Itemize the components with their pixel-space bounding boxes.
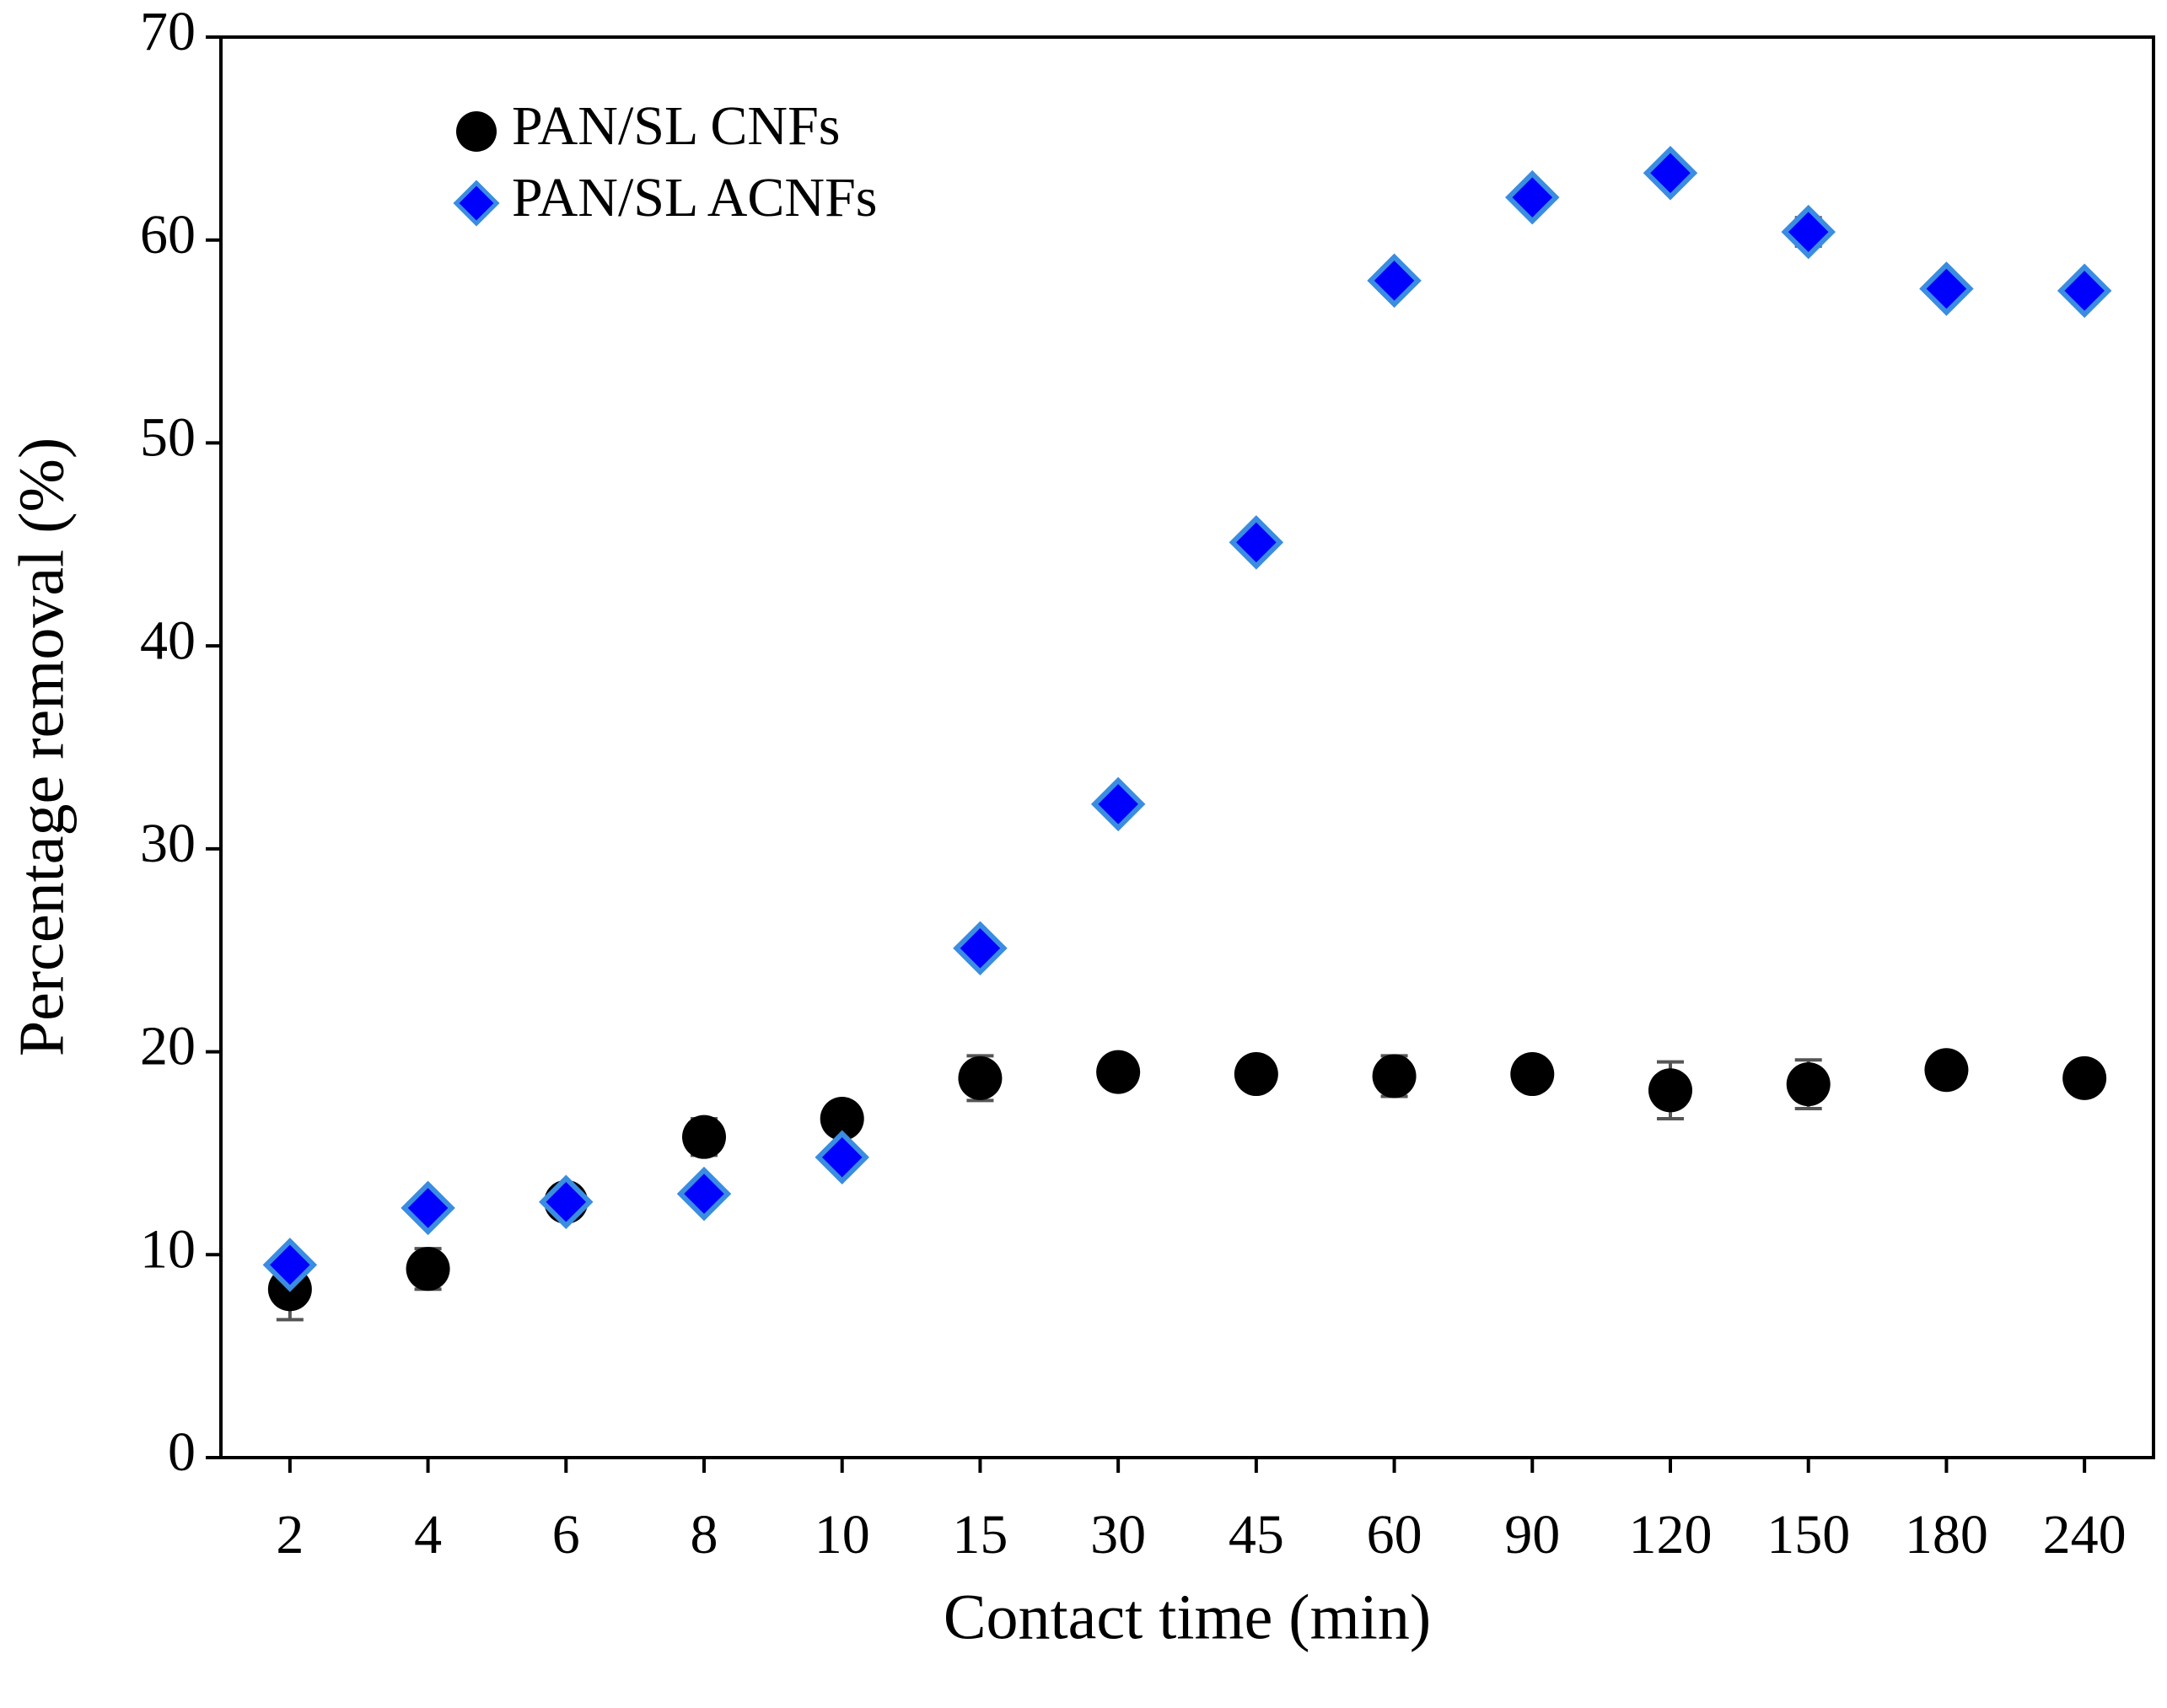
x-axis-title: Contact time (min) bbox=[944, 1582, 1431, 1652]
point bbox=[539, 1174, 594, 1229]
x-tick-label: 4 bbox=[414, 1504, 442, 1566]
point bbox=[2062, 1055, 2107, 1100]
y-tick-label: 0 bbox=[168, 1421, 196, 1483]
x-tick-label: 8 bbox=[691, 1504, 718, 1566]
point bbox=[1090, 776, 1146, 832]
point bbox=[1367, 253, 1422, 309]
point bbox=[815, 1130, 869, 1184]
point bbox=[1643, 146, 1698, 201]
x-tick-label: 30 bbox=[1090, 1504, 1146, 1566]
point bbox=[1372, 1054, 1417, 1098]
x-tick-label: 45 bbox=[1229, 1504, 1284, 1566]
y-tick-label: 10 bbox=[140, 1218, 196, 1280]
point bbox=[262, 1238, 318, 1292]
x-tick-label: 15 bbox=[952, 1504, 1008, 1566]
y-tick-label: 50 bbox=[140, 407, 196, 469]
y-tick-label: 70 bbox=[140, 1, 196, 62]
point bbox=[676, 1166, 732, 1222]
legend-marker bbox=[456, 111, 497, 152]
y-tick-label: 40 bbox=[140, 610, 196, 671]
x-tick-label: 10 bbox=[815, 1504, 870, 1566]
point bbox=[2057, 263, 2112, 319]
legend-label: PAN/SL CNFs bbox=[512, 95, 840, 157]
y-axis-title: Percentage removal (%) bbox=[6, 438, 77, 1056]
point bbox=[1510, 1052, 1555, 1097]
point bbox=[406, 1247, 450, 1292]
point bbox=[958, 1055, 1003, 1100]
legend-marker bbox=[453, 180, 500, 227]
point bbox=[1781, 204, 1836, 260]
x-tick-label: 180 bbox=[1905, 1504, 1988, 1566]
legend-label: PAN/SL ACNFs bbox=[512, 167, 877, 228]
x-tick-label: 90 bbox=[1504, 1504, 1560, 1566]
point bbox=[1229, 515, 1284, 570]
point bbox=[682, 1114, 726, 1159]
x-tick-label: 60 bbox=[1367, 1504, 1422, 1566]
point bbox=[820, 1097, 864, 1141]
plot-frame bbox=[219, 35, 2155, 1459]
x-tick-label: 240 bbox=[2043, 1504, 2127, 1566]
x-tick-label: 6 bbox=[552, 1504, 580, 1566]
y-tick-label: 20 bbox=[140, 1016, 196, 1077]
x-tick-label: 120 bbox=[1629, 1504, 1713, 1566]
point bbox=[1096, 1050, 1141, 1094]
point bbox=[1648, 1068, 1692, 1113]
x-tick-label: 150 bbox=[1766, 1504, 1850, 1566]
point bbox=[1505, 169, 1560, 225]
point bbox=[401, 1180, 455, 1236]
point bbox=[1919, 261, 1974, 316]
y-tick-label: 60 bbox=[140, 204, 196, 266]
point bbox=[1786, 1062, 1831, 1107]
point bbox=[953, 921, 1008, 976]
point bbox=[1234, 1052, 1278, 1097]
point bbox=[1924, 1048, 1969, 1093]
x-tick-label: 2 bbox=[276, 1504, 304, 1566]
y-tick-label: 30 bbox=[140, 813, 196, 874]
